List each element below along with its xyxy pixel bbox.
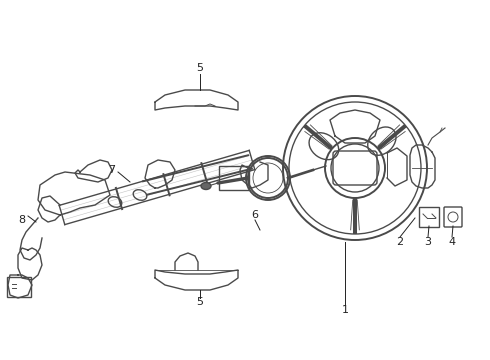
Text: 1: 1 bbox=[342, 305, 348, 315]
Ellipse shape bbox=[201, 183, 211, 189]
Text: 5: 5 bbox=[196, 297, 203, 307]
Text: 4: 4 bbox=[448, 237, 456, 247]
Text: 6: 6 bbox=[251, 210, 259, 220]
Text: 2: 2 bbox=[396, 237, 404, 247]
Text: 3: 3 bbox=[424, 237, 432, 247]
Text: 7: 7 bbox=[108, 165, 116, 175]
Text: 5: 5 bbox=[196, 63, 203, 73]
Text: 8: 8 bbox=[19, 215, 25, 225]
